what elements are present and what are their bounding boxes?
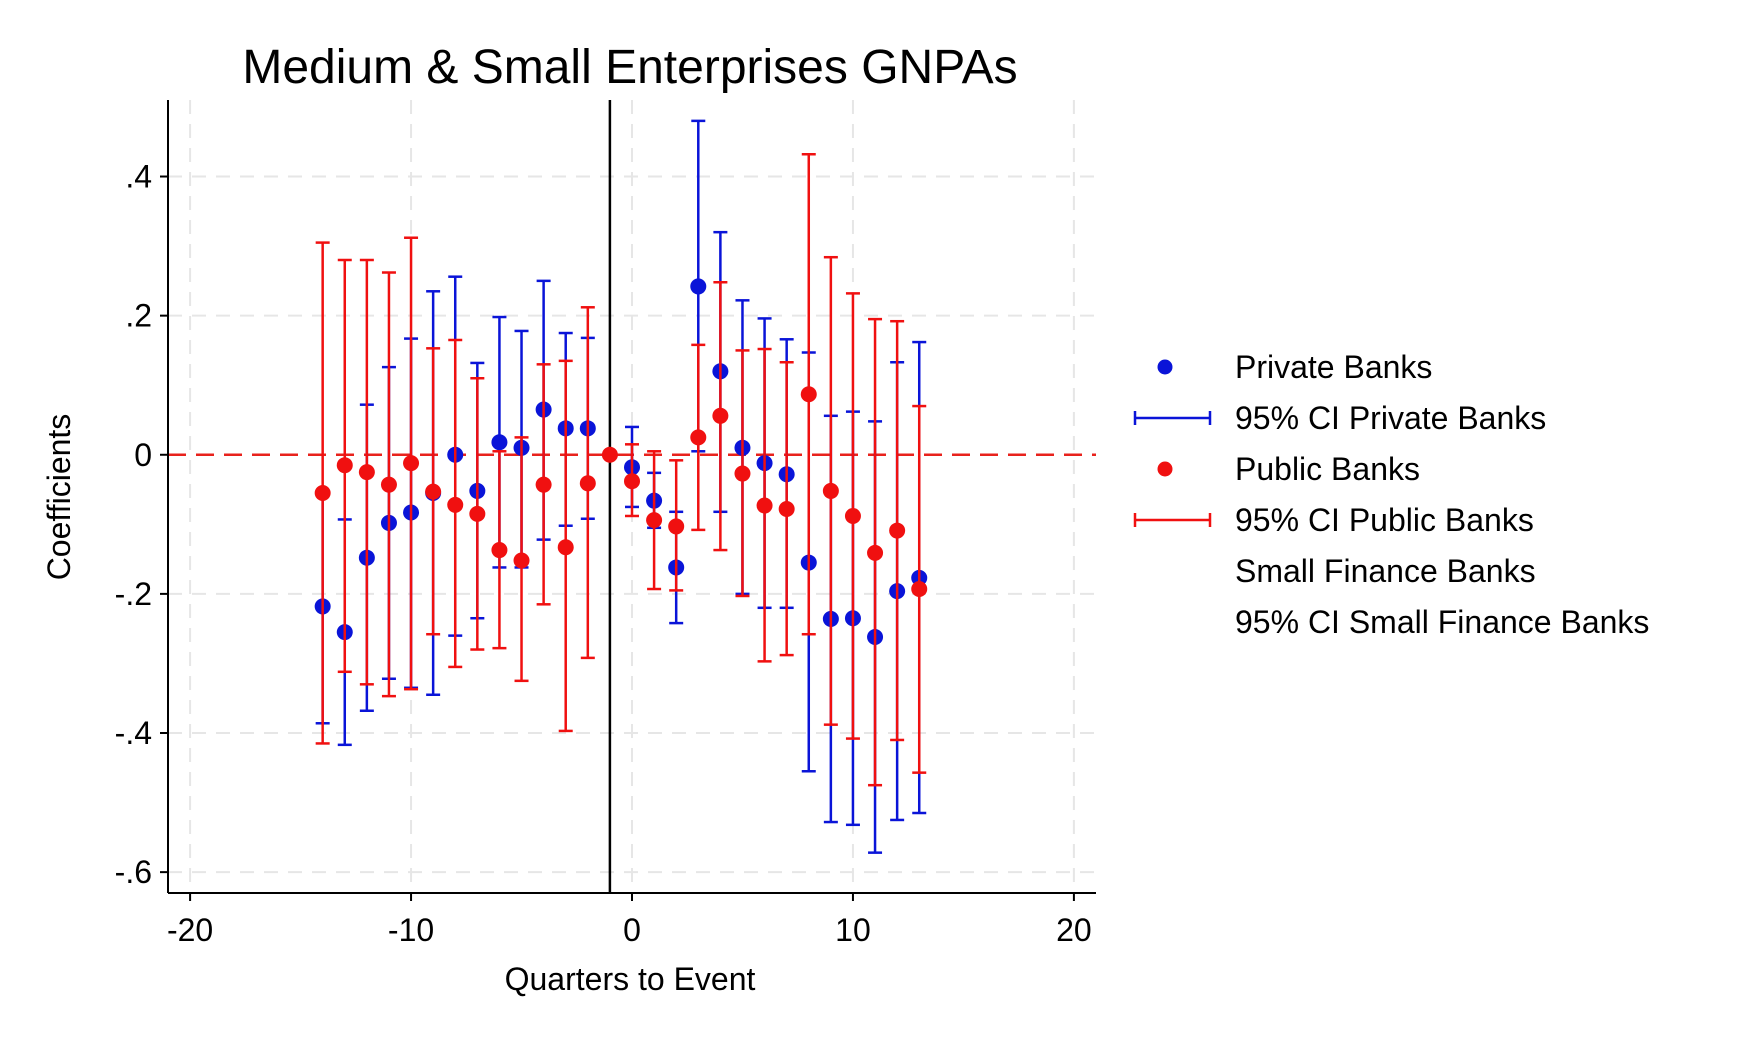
data-point — [425, 483, 442, 500]
x-tick-label: 10 — [835, 912, 871, 948]
legend-label: Public Banks — [1235, 451, 1420, 487]
data-point — [336, 457, 353, 474]
chart-title: Medium & Small Enterprises GNPAs — [242, 41, 1017, 94]
data-point — [668, 518, 685, 535]
x-tick-label: 0 — [623, 912, 641, 948]
data-point — [513, 552, 530, 569]
y-tick-label: -.4 — [115, 715, 152, 751]
data-point — [624, 473, 640, 490]
legend-item: Small Finance Banks — [1235, 553, 1536, 589]
data-point — [469, 505, 486, 522]
data-point — [447, 496, 464, 513]
legend: Private Banks 95% CI Private Banks Public … — [1133, 349, 1649, 640]
x-axis-label: Quarters to Event — [505, 961, 756, 997]
data-point — [800, 386, 817, 403]
series-public-banks — [314, 153, 928, 787]
legend-item: 95% CI Small Finance Banks — [1235, 604, 1649, 640]
legend-item: 95% CI Private Banks — [1133, 400, 1546, 436]
data-point — [491, 542, 508, 559]
y-tick-label: .2 — [125, 298, 152, 334]
data-point — [822, 482, 839, 499]
legend-item: Public Banks — [1157, 451, 1420, 487]
y-tick-label: -.6 — [115, 854, 152, 890]
legend-label: 95% CI Small Finance Banks — [1235, 604, 1649, 640]
legend-item: Private Banks — [1157, 349, 1432, 385]
legend-marker — [1157, 461, 1173, 477]
legend-label: Private Banks — [1235, 349, 1432, 385]
data-point — [557, 539, 574, 556]
legend-label: 95% CI Private Banks — [1235, 400, 1546, 436]
data-point — [358, 464, 375, 481]
data-point — [734, 465, 751, 482]
data-point — [690, 278, 707, 295]
axes: -.6 -.4 -.2 0 .2 .4 -20 -10 0 10 20 — [115, 100, 1096, 948]
data-point — [712, 407, 729, 424]
data-point — [314, 485, 331, 502]
y-tick-label: .4 — [125, 159, 152, 195]
data-point — [579, 475, 596, 492]
data-point — [601, 446, 618, 463]
legend-marker — [1157, 359, 1173, 375]
data-point — [403, 455, 420, 472]
legend-item: 95% CI Public Banks — [1133, 502, 1534, 538]
data-point — [889, 522, 906, 539]
data-point — [491, 434, 508, 451]
y-tick-label: 0 — [134, 437, 152, 473]
y-tick-label: -.2 — [115, 576, 152, 612]
data-point — [867, 544, 884, 561]
y-axis-label: Coefficients — [41, 414, 77, 581]
x-tick-label: -20 — [167, 912, 213, 948]
data-point — [756, 497, 773, 514]
data-series — [314, 119, 928, 854]
data-point — [844, 507, 861, 524]
data-point — [535, 476, 552, 493]
x-tick-label: 20 — [1056, 912, 1092, 948]
x-tick-label: -10 — [388, 912, 434, 948]
data-point — [778, 501, 795, 518]
data-point — [911, 581, 928, 598]
legend-label: Small Finance Banks — [1235, 553, 1536, 589]
legend-label: 95% CI Public Banks — [1235, 502, 1534, 538]
data-point — [646, 512, 663, 529]
data-point — [380, 476, 397, 493]
data-point — [690, 429, 707, 446]
